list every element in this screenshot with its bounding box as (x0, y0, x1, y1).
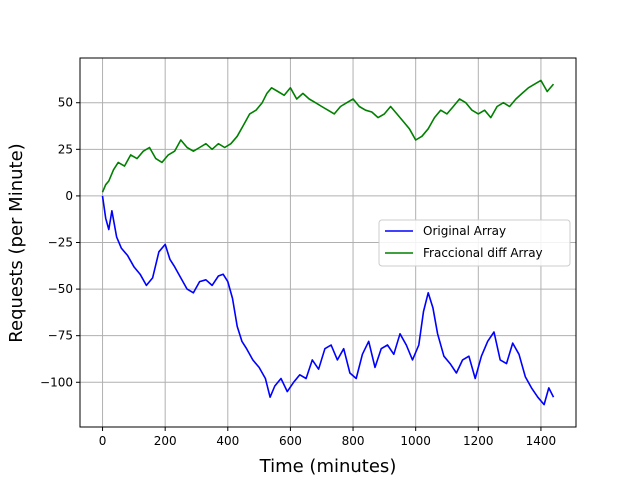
y-tick-label: 0 (65, 189, 73, 203)
series-line-1 (101, 79, 555, 193)
axis-ticks: 0 200 400 600 800 1000 1200 1400 −100 −75 −50 −25 0 2… (40, 96, 556, 448)
y-tick-label: 25 (58, 142, 73, 156)
x-tick-label: 1000 (400, 434, 431, 448)
y-tick-label: −25 (48, 236, 73, 250)
series-lines (101, 79, 555, 406)
x-tick-label: 1400 (526, 434, 557, 448)
x-axis-label: Time (minutes) (259, 456, 397, 477)
series-line-0 (101, 195, 555, 406)
x-tick-label: 400 (216, 434, 239, 448)
grid-lines (80, 58, 576, 427)
x-tick-label: 800 (342, 434, 365, 448)
x-tick-label: 0 (99, 434, 107, 448)
x-tick-label: 1200 (463, 434, 494, 448)
y-tick-label: 50 (58, 96, 73, 110)
legend: Original Array Fraccional diff Array (378, 219, 571, 267)
y-tick-label: −75 (48, 329, 73, 343)
y-tick-label: −50 (48, 282, 73, 296)
legend-label: Fraccional diff Array (423, 246, 543, 260)
legend-label: Original Array (423, 224, 506, 238)
x-tick-label: 200 (154, 434, 177, 448)
y-tick-label: −100 (40, 375, 73, 389)
x-tick-label: 600 (279, 434, 302, 448)
legend-box (378, 219, 571, 267)
y-axis-label: Requests (per Minute) (6, 143, 27, 342)
